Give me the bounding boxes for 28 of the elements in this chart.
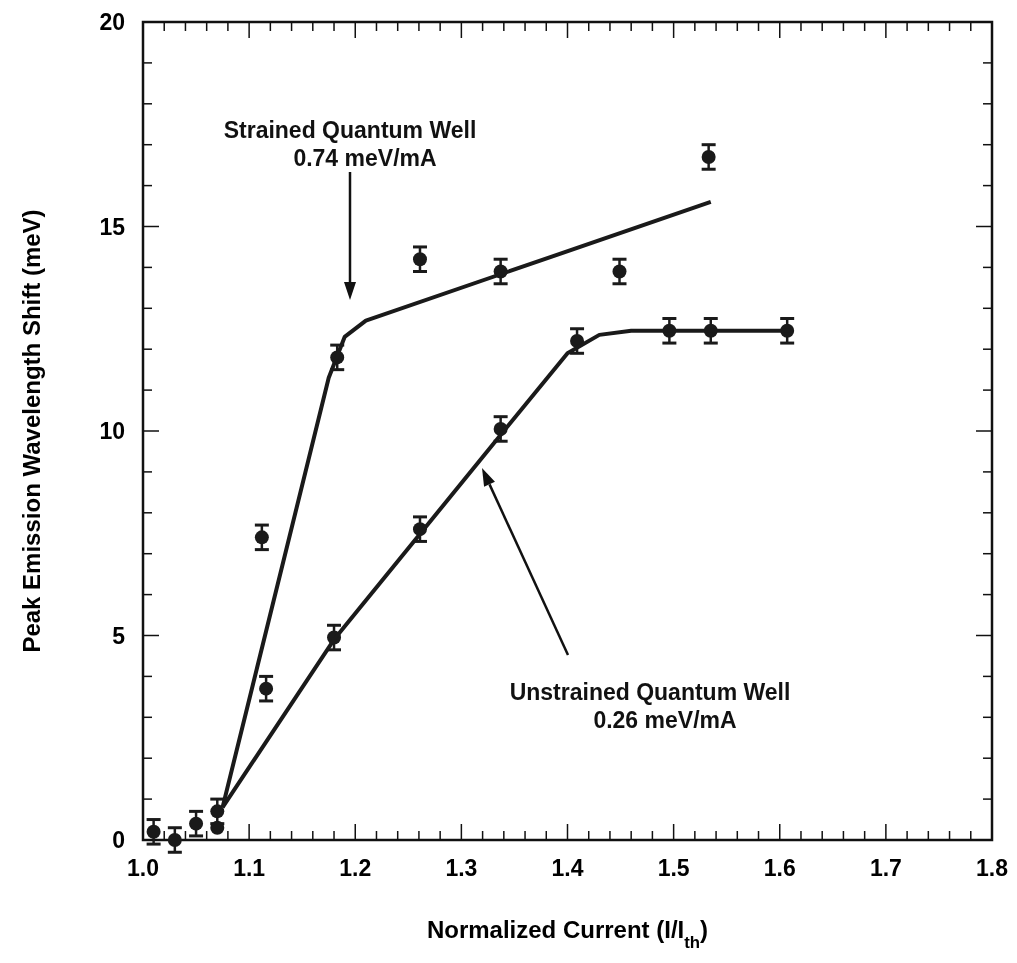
point (259, 681, 274, 696)
y-tick-label: 5 (112, 622, 126, 649)
x-tick-label: 1.7 (869, 855, 902, 881)
point (189, 816, 204, 831)
point (146, 824, 161, 839)
x-tick-label: 1.0 (127, 855, 159, 881)
x-tick-label: 1.4 (551, 855, 584, 881)
y-tick-label: 10 (99, 418, 125, 444)
x-tick-label: 1.8 (976, 855, 1009, 881)
y-tick-label: 0 (112, 827, 125, 853)
x-tick-label: 1.1 (233, 855, 266, 881)
x-axis-title: Normalized Current (I/I$_{th}$) (426, 916, 709, 952)
point (167, 833, 182, 847)
point (412, 252, 427, 267)
y-tick-label: 20 (99, 9, 125, 35)
point (210, 804, 225, 819)
y-axis-title: Peak Emission Wavelength Shift (meV) (18, 209, 45, 653)
point (612, 264, 627, 279)
x-tick-label: 1.5 (657, 855, 690, 881)
annotation: Unstrained Quantum Well 0.26 meV/mA (509, 679, 791, 733)
y-tick-label: 15 (99, 213, 126, 240)
point (701, 149, 716, 164)
point (254, 530, 269, 545)
x-tick-label: 1.6 (763, 855, 796, 881)
annotation: Strained Quantum Well 0.74 meV/mA (223, 117, 477, 171)
point (210, 820, 225, 835)
x-tick-label: 1.3 (445, 855, 478, 881)
x-tick-label: 1.2 (339, 855, 372, 881)
